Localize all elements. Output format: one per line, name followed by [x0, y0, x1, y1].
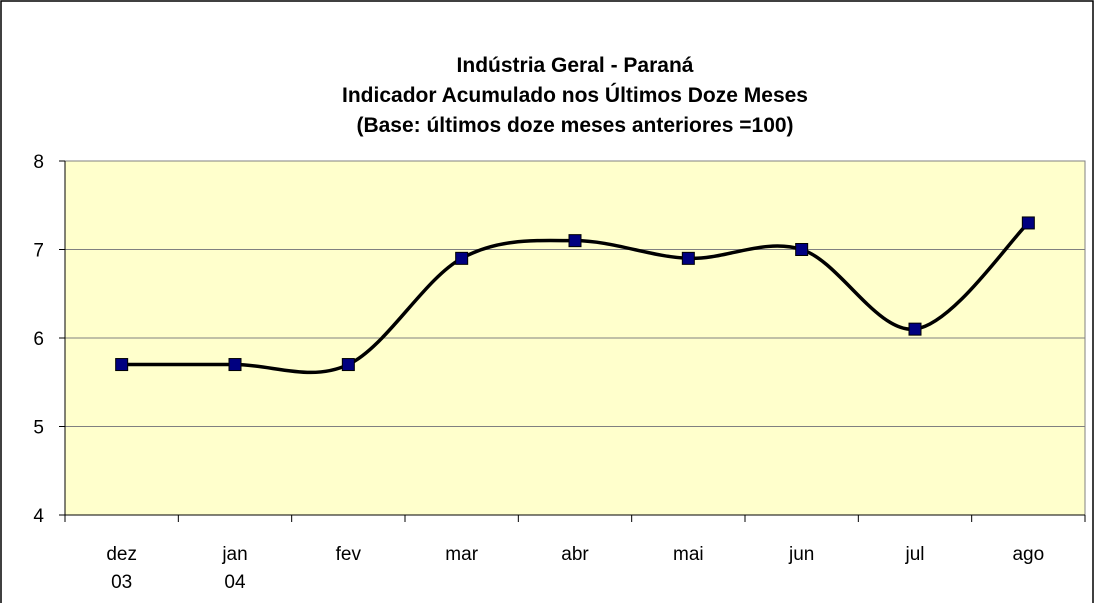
y-tick-label: 6: [33, 329, 44, 350]
x-tick-label: ago: [1012, 544, 1044, 565]
marker: [1021, 216, 1035, 230]
y-tick-label: 4: [33, 506, 44, 527]
marker: [681, 251, 695, 265]
chart-title: (Base: últimos doze meses anteriores =10…: [356, 114, 793, 137]
marker: [568, 234, 582, 248]
chart-title: Indústria Geral - Paraná: [457, 54, 694, 77]
x-tick-label: jul: [904, 544, 924, 565]
x-tick-label: fev: [336, 544, 362, 565]
x-tick-label: mar: [445, 544, 478, 565]
marker: [228, 358, 242, 372]
marker: [455, 251, 469, 265]
y-tick-label: 7: [33, 241, 44, 262]
marker: [795, 243, 809, 256]
x-tick-label: dez 03: [106, 544, 137, 593]
marker: [908, 322, 922, 336]
y-tick-label: 5: [33, 418, 44, 439]
x-tick-label: jan 04: [221, 544, 247, 593]
marker: [115, 358, 129, 372]
x-tick-label: abr: [561, 544, 589, 565]
x-tick-label: mai: [673, 544, 704, 565]
chart-title: Indicador Acumulado nos Últimos Doze Mes…: [342, 83, 808, 107]
x-tick-label: jun: [788, 544, 814, 565]
y-tick-label: 8: [33, 152, 44, 173]
marker: [341, 358, 355, 372]
